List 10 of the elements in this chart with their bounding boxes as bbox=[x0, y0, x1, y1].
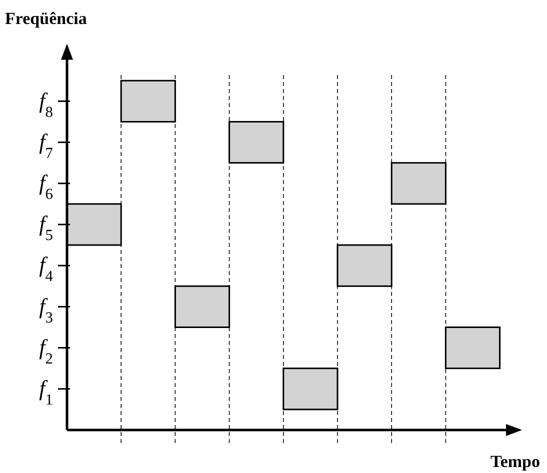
y-tick-label: f$_{3}$ bbox=[39, 293, 54, 326]
y-tick-label: f$_{5}$ bbox=[39, 211, 54, 244]
y-tick-label: f$_{8}$ bbox=[39, 88, 54, 120]
y-tick-label: f$_{7}$ bbox=[39, 128, 54, 162]
y-tick-label: f$_{6}$ bbox=[39, 170, 54, 202]
y-axis-title: Freqüência bbox=[5, 9, 88, 28]
y-tick-label: f$_{1}$ bbox=[39, 376, 53, 408]
x-axis-title: Tempo bbox=[490, 452, 540, 471]
y-tick-label: f$_{4}$ bbox=[39, 252, 54, 285]
y-tick-label: f$_{2}$ bbox=[39, 334, 53, 367]
